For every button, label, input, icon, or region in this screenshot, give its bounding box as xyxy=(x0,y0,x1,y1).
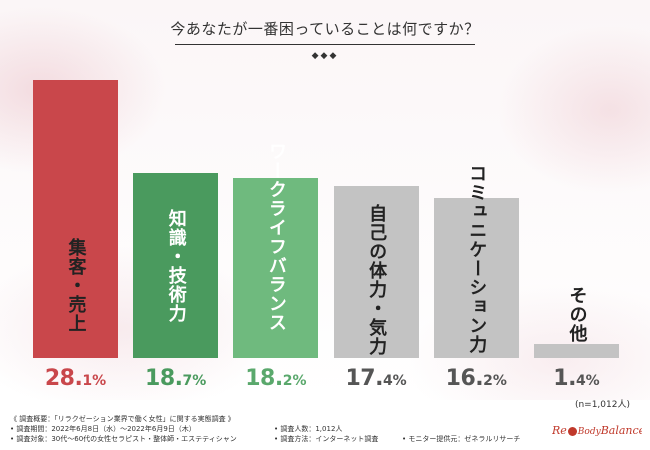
note-summary: 《 調査概要：「リラクゼーション業界で働く女性」に関する実態調査 》 xyxy=(10,415,235,423)
chart-title: 今あなたが一番困っていることは何ですか？ xyxy=(170,20,480,38)
sample-size-note: (n=1,012人) xyxy=(574,400,630,410)
rose-icon xyxy=(567,426,577,436)
bar-1 xyxy=(33,80,118,358)
category-label-4: 自己の体力・気力 xyxy=(366,203,388,356)
title-decoration: ◆◆◆ xyxy=(311,51,339,61)
category-label-2: 知識・技術力 xyxy=(165,208,187,323)
bar-5 xyxy=(433,197,519,358)
logo-text-mid: Body xyxy=(577,427,601,437)
value-label-1: 28.1% xyxy=(44,366,107,391)
bar-6 xyxy=(534,344,619,358)
survey-notes: 《 調査概要：「リラクゼーション業界で働く女性」に関する実態調査 》 • 調査期… xyxy=(10,414,520,444)
bar-2 xyxy=(133,172,219,358)
category-label-3: ワークライフバランス xyxy=(265,141,287,332)
value-label-6: 1.4% xyxy=(553,366,600,391)
value-label-3: 18.2% xyxy=(245,366,307,391)
plot-area: 集客・売上 知識・技術力 ワークライフバランス 自己の体力・気力 コミュニケーション力そ… xyxy=(33,80,619,358)
category-label-6: その他 xyxy=(566,286,588,343)
logo-text-right: Balance xyxy=(600,424,642,437)
bar-3 xyxy=(233,177,319,358)
category-label-5: コミュニケーション力 xyxy=(466,163,488,354)
logo-text-left: Re xyxy=(552,424,567,437)
bar-4 xyxy=(333,185,419,358)
note-monitor: • モニター提供元：ゼネラルリサーチ xyxy=(402,435,521,443)
value-label-2: 18.7% xyxy=(145,366,207,391)
category-label-1: 集客・売上 xyxy=(65,238,87,333)
value-label-5: 16.2% xyxy=(445,366,507,391)
note-target: • 調査対象：30代～60代の女性セラピスト・整体師・エステティシャン xyxy=(10,435,237,443)
title-underline xyxy=(175,44,475,45)
brand-logo: Re BodyBalance xyxy=(552,424,642,446)
note-period: • 調査期間：2022年6月8日（水）～2022年6月9日（木） xyxy=(10,425,196,433)
value-label-4: 17.4% xyxy=(345,366,407,391)
note-respondents: • 調査人数：1,012人 xyxy=(274,425,343,433)
note-method: • 調査方法：インターネット調査 xyxy=(274,435,379,443)
